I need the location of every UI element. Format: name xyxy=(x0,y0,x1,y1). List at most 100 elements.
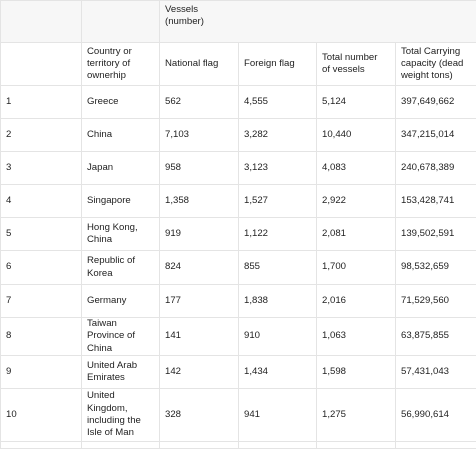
country-cell-line: including the xyxy=(87,414,141,426)
carrying-capacity-header-line: capacity (dead xyxy=(401,57,464,69)
vessels-group-header: Vessels (number) xyxy=(158,0,476,43)
foreign-flag-cell: 910 xyxy=(238,317,317,356)
empty-cell xyxy=(316,440,396,449)
country-cell-line: China xyxy=(87,128,113,140)
empty-cell xyxy=(394,440,476,449)
table-row-cut-off xyxy=(0,440,476,449)
table-row: 6 Republic of Korea 824 855 1,700 98,532,659 xyxy=(0,250,476,285)
country-cell-line: Hong Kong, xyxy=(87,221,138,233)
country-cell: Greece xyxy=(81,85,160,119)
national-flag-cell: 328 xyxy=(159,387,239,442)
country-cell-line: United Arab xyxy=(87,359,138,371)
country-cell-line: China xyxy=(87,342,113,354)
table-row: 3 Japan 958 3,123 4,083 240,678,389 xyxy=(0,151,476,185)
country-header-line: ownerhip xyxy=(87,70,126,82)
country-cell: Hong Kong, China xyxy=(81,217,160,251)
country-cell: Germany xyxy=(81,284,160,318)
empty-cell xyxy=(0,440,82,449)
total-vessels-cell: 10,440 xyxy=(316,118,396,152)
carrying-capacity-cell: 397,649,662 xyxy=(394,85,476,119)
total-vessels-cell: 1,700 xyxy=(316,250,396,285)
country-cell-line: China xyxy=(87,234,113,245)
vessels-group-title: Vessels xyxy=(165,4,199,15)
rank-cell: 1 xyxy=(0,85,82,119)
carrying-capacity-header-line: weight tons) xyxy=(401,70,453,82)
total-vessels-cell: 2,922 xyxy=(316,184,396,218)
foreign-flag-header-cell: Foreign flag xyxy=(238,42,317,86)
table-row: 7 Germany 177 1,838 2,016 71,529,560 xyxy=(0,284,476,318)
country-cell-line: Isle of Man xyxy=(87,427,134,439)
national-flag-header-line: National flag xyxy=(165,57,219,69)
country-cell: Republic of Korea xyxy=(81,250,160,285)
carrying-capacity-cell: 56,990,614 xyxy=(394,387,476,442)
total-vessels-cell: 4,083 xyxy=(316,151,396,185)
rank-cell: 5 xyxy=(0,217,82,251)
total-vessels-cell: 5,124 xyxy=(316,85,396,119)
table-row: 8 Taiwan Province of China 141 910 1,063 63,875… xyxy=(0,317,476,356)
foreign-flag-cell: 855 xyxy=(238,250,317,285)
carrying-capacity-header-line: Total Carrying xyxy=(401,45,461,57)
national-flag-cell: 141 xyxy=(159,317,239,356)
empty-cell xyxy=(159,440,239,449)
foreign-flag-cell: 3,123 xyxy=(238,151,317,185)
national-flag-cell: 824 xyxy=(159,250,239,285)
country-cell-line: United xyxy=(87,390,115,402)
total-vessels-cell: 1,598 xyxy=(316,354,396,389)
country-header-line: Country or xyxy=(87,45,132,57)
carrying-capacity-cell: 139,502,591 xyxy=(394,217,476,251)
total-vessels-header-line: of vessels xyxy=(322,64,365,75)
country-cell-line: Emirates xyxy=(87,371,125,383)
foreign-flag-cell: 1,122 xyxy=(238,217,317,251)
table-row: 2 China 7,103 3,282 10,440 347,215,014 xyxy=(0,118,476,152)
country-header-cell: Country or territory of ownerhip xyxy=(81,42,160,86)
country-header-line: territory of xyxy=(87,57,131,69)
foreign-flag-cell: 941 xyxy=(238,387,317,442)
national-flag-cell: 562 xyxy=(159,85,239,119)
foreign-flag-cell: 4,555 xyxy=(238,85,317,119)
table-row: 4 Singapore 1,358 1,527 2,922 153,428,741 xyxy=(0,184,476,218)
country-cell-line: Province of xyxy=(87,330,135,342)
rank-cell: 9 xyxy=(0,354,82,389)
total-vessels-cell: 2,016 xyxy=(316,284,396,318)
carrying-capacity-cell: 63,875,855 xyxy=(394,317,476,356)
country-cell-line: Germany xyxy=(87,294,127,306)
carrying-capacity-cell: 71,529,560 xyxy=(394,284,476,318)
rank-cell: 8 xyxy=(0,317,82,356)
total-vessels-cell: 2,081 xyxy=(316,217,396,251)
national-flag-cell: 919 xyxy=(159,217,239,251)
rank-cell: 3 xyxy=(0,151,82,185)
header-corner-cell xyxy=(81,0,160,43)
rank-header-cell xyxy=(0,42,82,86)
national-flag-cell: 142 xyxy=(159,354,239,389)
national-flag-header-cell: National flag xyxy=(159,42,239,86)
total-vessels-header-line: Total number xyxy=(322,51,378,63)
national-flag-cell: 177 xyxy=(159,284,239,318)
foreign-flag-cell: 3,282 xyxy=(238,118,317,152)
total-vessels-cell: 1,275 xyxy=(316,387,396,442)
country-cell-line: Korea xyxy=(87,267,113,279)
rank-cell: 7 xyxy=(0,284,82,318)
foreign-flag-cell: 1,527 xyxy=(238,184,317,218)
country-cell: Japan xyxy=(81,151,160,185)
vessels-group-unit: (number) xyxy=(165,16,204,28)
country-cell-line: Kingdom, xyxy=(87,402,128,414)
header-corner-cell xyxy=(0,0,82,43)
country-cell: China xyxy=(81,118,160,152)
foreign-flag-cell: 1,434 xyxy=(238,354,317,389)
table-row: 5 Hong Kong, China 919 1,122 2,081 139,502,591 xyxy=(0,217,476,251)
country-cell-line: Japan xyxy=(87,161,114,173)
national-flag-cell: 1,358 xyxy=(159,184,239,218)
country-cell-line: Singapore xyxy=(87,194,131,206)
header-row-columns: Country or territory of ownerhip National f… xyxy=(0,42,476,86)
carrying-capacity-cell: 153,428,741 xyxy=(394,184,476,218)
carrying-capacity-header-cell: Total Carrying capacity (dead weight tons) xyxy=(394,42,476,86)
country-cell: Singapore xyxy=(81,184,160,218)
country-cell: United Kingdom, including the Isle of Man xyxy=(81,387,160,442)
carrying-capacity-cell: 57,431,043 xyxy=(394,354,476,389)
empty-cell xyxy=(81,440,160,449)
carrying-capacity-cell: 98,532,659 xyxy=(394,250,476,285)
foreign-flag-cell: 1,838 xyxy=(238,284,317,318)
